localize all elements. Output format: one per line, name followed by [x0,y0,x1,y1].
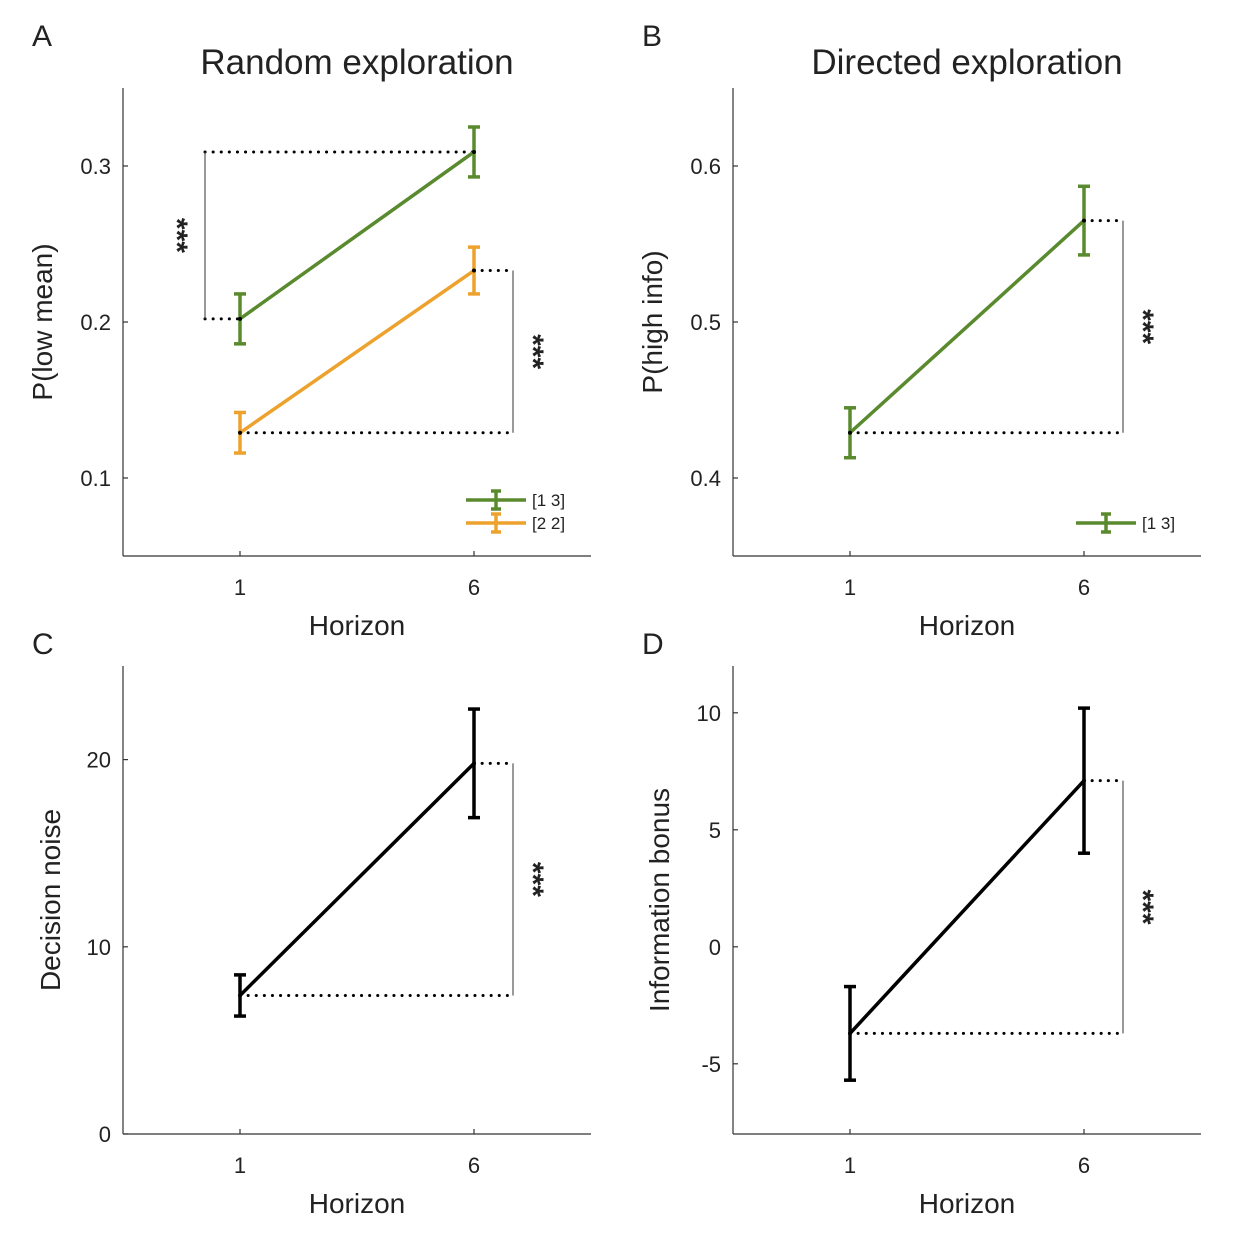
data-point [238,993,242,998]
significance-stars: *** [160,218,193,253]
series-line [238,761,476,998]
y-tick-label: -5 [701,1052,721,1077]
significance-stars: *** [1126,309,1159,344]
data-point [472,761,476,766]
y-tick-label: 0.3 [80,154,111,179]
y-axis-label: P(low mean) [27,243,58,400]
series-line [238,150,476,321]
data-point [238,316,242,321]
y-tick-label: 0.5 [690,310,721,335]
legend-label: [1 3] [1142,514,1175,533]
x-tick-label: 1 [844,575,856,600]
y-tick-label: 0.1 [80,466,111,491]
y-tick-label: 0 [709,935,721,960]
significance-stars: *** [516,334,549,369]
x-axis-label: Horizon [309,1188,405,1219]
series-line [238,268,476,435]
data-point [238,430,242,435]
legend-label: [2 2] [532,514,565,533]
x-tick-label: 6 [468,575,480,600]
significance-stars: *** [516,862,549,897]
x-axis-label: Horizon [919,1188,1015,1219]
y-tick-label: 0.2 [80,310,111,335]
data-point [1082,218,1086,223]
panel-c: C 0 10 20 1 6 Horizon Decision noise *** [32,628,591,1219]
y-tick-label: 20 [87,748,111,773]
chart-title: Random exploration [200,43,513,82]
y-axis-label: Information bonus [644,788,675,1012]
y-axis-label: P(high info) [637,250,668,393]
x-tick-label: 6 [1078,1153,1090,1178]
data-point [472,268,476,273]
x-tick-label: 6 [1078,575,1090,600]
y-tick-label: 5 [709,818,721,843]
data-point [472,149,476,154]
x-axis-label: Horizon [309,610,405,641]
legend-label: [1 3] [532,491,565,510]
panel-letter: C [32,628,54,661]
x-tick-label: 1 [234,575,246,600]
data-point [1082,778,1086,783]
panel-a: A Random exploration 0.1 0.2 0.3 1 6 Horizon P(l… [27,20,591,641]
panel-b: B Directed exploration 0.4 0.5 0.6 1 6 Horizon P… [637,20,1201,641]
panel-d: D -5 0 5 10 1 6 Horizon Information bonus *** [642,628,1201,1219]
panel-letter: B [642,20,662,53]
series-line [848,778,1086,1036]
y-tick-label: 0 [99,1122,111,1147]
significance-stars: *** [1126,890,1159,925]
panel-letter: A [32,20,52,53]
y-axis-label: Decision noise [35,809,66,991]
x-tick-label: 6 [468,1153,480,1178]
panel-letter: D [642,628,664,661]
y-tick-label: 10 [697,701,721,726]
x-tick-label: 1 [844,1153,856,1178]
x-axis-label: Horizon [919,610,1015,641]
x-tick-label: 1 [234,1153,246,1178]
y-tick-label: 0.4 [690,466,721,491]
series-line [848,218,1086,435]
y-tick-label: 0.6 [690,154,721,179]
data-point [848,1031,852,1036]
y-tick-label: 10 [87,935,111,960]
data-point [848,430,852,435]
chart-title: Directed exploration [811,43,1122,82]
